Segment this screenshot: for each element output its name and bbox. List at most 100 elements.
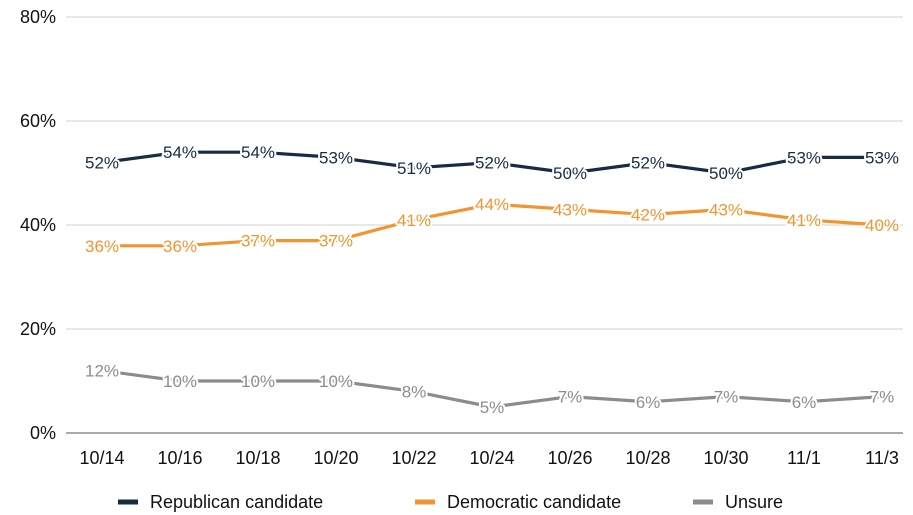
data-label: 10%	[241, 372, 275, 391]
data-label: 36%	[85, 237, 119, 256]
data-point	[724, 171, 728, 175]
x-tick-label: 10/20	[313, 448, 358, 468]
x-tick-label: 10/30	[703, 448, 748, 468]
data-label-halo: 53%	[865, 148, 899, 167]
x-tick-label: 10/16	[157, 448, 202, 468]
x-tick-label: 11/1	[787, 448, 821, 468]
data-point	[568, 171, 572, 175]
data-point	[178, 244, 182, 248]
data-point	[334, 155, 338, 159]
data-point	[100, 244, 104, 248]
x-tick-label: 10/14	[79, 448, 124, 468]
data-label: 6%	[636, 393, 661, 412]
y-tick-label: 20%	[20, 319, 56, 339]
data-label-halo: 5%	[480, 398, 505, 417]
data-label: 40%	[865, 216, 899, 235]
data-label: 36%	[163, 237, 197, 256]
data-label: 43%	[553, 200, 587, 219]
data-point	[490, 161, 494, 165]
x-tick-label: 11/3	[865, 448, 899, 468]
data-point	[880, 395, 884, 399]
data-label-halo: 12%	[85, 362, 119, 381]
data-label-halo: 44%	[475, 195, 509, 214]
data-label: 7%	[870, 388, 895, 407]
y-tick-label: 0%	[30, 423, 56, 443]
data-label-halo: 52%	[475, 154, 509, 173]
data-label-halo: 10%	[163, 372, 197, 391]
data-label: 8%	[402, 382, 427, 401]
legend: Republican candidate Democratic candidate…	[118, 492, 783, 512]
data-label-halo: 8%	[402, 382, 427, 401]
data-label-halo: 7%	[870, 388, 895, 407]
x-tick-label: 10/28	[625, 448, 670, 468]
data-point	[646, 161, 650, 165]
data-label: 41%	[397, 211, 431, 230]
data-point	[646, 400, 650, 404]
data-label: 10%	[319, 372, 353, 391]
data-label: 54%	[163, 143, 197, 162]
data-label: 52%	[631, 154, 665, 173]
data-label-halo: 54%	[241, 143, 275, 162]
data-point	[724, 207, 728, 211]
data-label-halo: 54%	[163, 143, 197, 162]
data-label: 53%	[787, 148, 821, 167]
y-tick-label: 60%	[20, 111, 56, 131]
data-label-halo: 40%	[865, 216, 899, 235]
data-labels: 52%52%54%54% 54%54% 53%53%51%51% 52%52%50%5…	[83, 141, 901, 419]
data-label-halo: 6%	[636, 393, 661, 412]
data-point	[412, 389, 416, 393]
y-tick-label: 80%	[20, 7, 56, 27]
data-label: 54%	[241, 143, 275, 162]
data-point	[100, 369, 104, 373]
data-point	[646, 213, 650, 217]
data-label: 51%	[397, 159, 431, 178]
data-label-halo: 7%	[714, 388, 739, 407]
legend-label: Republican candidate	[150, 492, 323, 512]
data-label-halo: 43%	[553, 200, 587, 219]
legend-label: Democratic candidate	[447, 492, 621, 512]
data-label-halo: 53%	[319, 148, 353, 167]
x-tick-label: 10/26	[547, 448, 592, 468]
data-label: 10%	[163, 372, 197, 391]
data-point	[412, 218, 416, 222]
data-label-halo: 36%	[85, 237, 119, 256]
data-label: 42%	[631, 206, 665, 225]
data-point	[724, 395, 728, 399]
data-point	[802, 218, 806, 222]
data-point	[256, 150, 260, 154]
data-point	[412, 166, 416, 170]
data-label-halo: 10%	[319, 372, 353, 391]
data-label: 50%	[709, 164, 743, 183]
data-label-halo: 42%	[631, 206, 665, 225]
data-label: 6%	[792, 393, 817, 412]
x-tick-label: 10/22	[391, 448, 436, 468]
data-point	[490, 202, 494, 206]
data-point	[334, 239, 338, 243]
data-label: 53%	[319, 148, 353, 167]
data-label-halo: 37%	[241, 232, 275, 251]
data-point	[256, 379, 260, 383]
data-label: 43%	[709, 200, 743, 219]
data-point	[100, 161, 104, 165]
y-tick-label: 40%	[20, 215, 56, 235]
data-point	[568, 395, 572, 399]
series-lines	[100, 150, 884, 409]
data-label-halo: 41%	[397, 211, 431, 230]
data-label-halo: 37%	[319, 232, 353, 251]
data-label: 7%	[558, 388, 583, 407]
data-label: 37%	[319, 232, 353, 251]
data-label: 41%	[787, 211, 821, 230]
data-label: 52%	[85, 154, 119, 173]
data-label-halo: 7%	[558, 388, 583, 407]
data-label-halo: 10%	[241, 372, 275, 391]
data-point	[880, 155, 884, 159]
data-label: 7%	[714, 388, 739, 407]
data-point	[178, 379, 182, 383]
data-label-halo: 41%	[787, 211, 821, 230]
data-point	[490, 405, 494, 409]
x-tick-label: 10/24	[469, 448, 514, 468]
data-point	[568, 207, 572, 211]
data-label-halo: 50%	[553, 164, 587, 183]
